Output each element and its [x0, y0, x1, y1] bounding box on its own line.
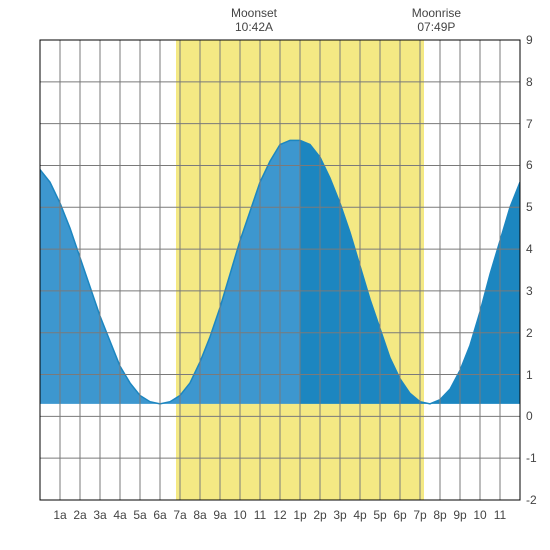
moonrise-time: 07:49P	[406, 20, 466, 34]
x-tick-label: 11	[494, 508, 506, 522]
y-tick-label: 3	[526, 284, 533, 298]
moonrise-label: Moonrise	[406, 6, 466, 20]
y-tick-label: 8	[526, 75, 533, 89]
x-tick-label: 9a	[213, 508, 226, 522]
x-tick-label: 3a	[93, 508, 106, 522]
y-tick-label: 4	[526, 242, 533, 256]
x-tick-label: 4p	[353, 508, 366, 522]
x-tick-label: 12	[273, 508, 286, 522]
y-tick-label: 5	[526, 200, 533, 214]
tide-chart: Moonset 10:42A Moonrise 07:49P 9 8 7 6 5…	[0, 0, 550, 550]
x-tick-label: 7a	[173, 508, 186, 522]
y-tick-label: 9	[526, 33, 533, 47]
y-tick-label: 2	[526, 326, 533, 340]
x-tick-label: 11	[254, 508, 266, 522]
x-tick-label: 10	[473, 508, 486, 522]
moonset-annotation: Moonset 10:42A	[224, 6, 284, 35]
y-tick-label: 0	[526, 409, 533, 423]
x-tick-label: 8p	[433, 508, 446, 522]
y-tick-label: 6	[526, 158, 533, 172]
x-tick-label: 1p	[293, 508, 306, 522]
y-tick-label: 1	[526, 368, 533, 382]
moonset-label: Moonset	[224, 6, 284, 20]
chart-plot-area	[0, 0, 550, 550]
x-tick-label: 9p	[453, 508, 466, 522]
x-tick-label: 6a	[153, 508, 166, 522]
x-tick-label: 10	[233, 508, 246, 522]
x-tick-label: 2a	[73, 508, 86, 522]
x-tick-label: 7p	[413, 508, 426, 522]
x-tick-label: 8a	[193, 508, 206, 522]
x-tick-label: 1a	[53, 508, 66, 522]
y-tick-label: 7	[526, 117, 533, 131]
y-tick-label: -2	[526, 493, 537, 507]
x-tick-label: 3p	[333, 508, 346, 522]
x-tick-label: 6p	[393, 508, 406, 522]
x-tick-label: 4a	[113, 508, 126, 522]
x-tick-label: 5a	[133, 508, 146, 522]
moonset-time: 10:42A	[224, 20, 284, 34]
x-tick-label: 2p	[313, 508, 326, 522]
x-tick-label: 5p	[373, 508, 386, 522]
moonrise-annotation: Moonrise 07:49P	[406, 6, 466, 35]
y-tick-label: -1	[526, 451, 537, 465]
